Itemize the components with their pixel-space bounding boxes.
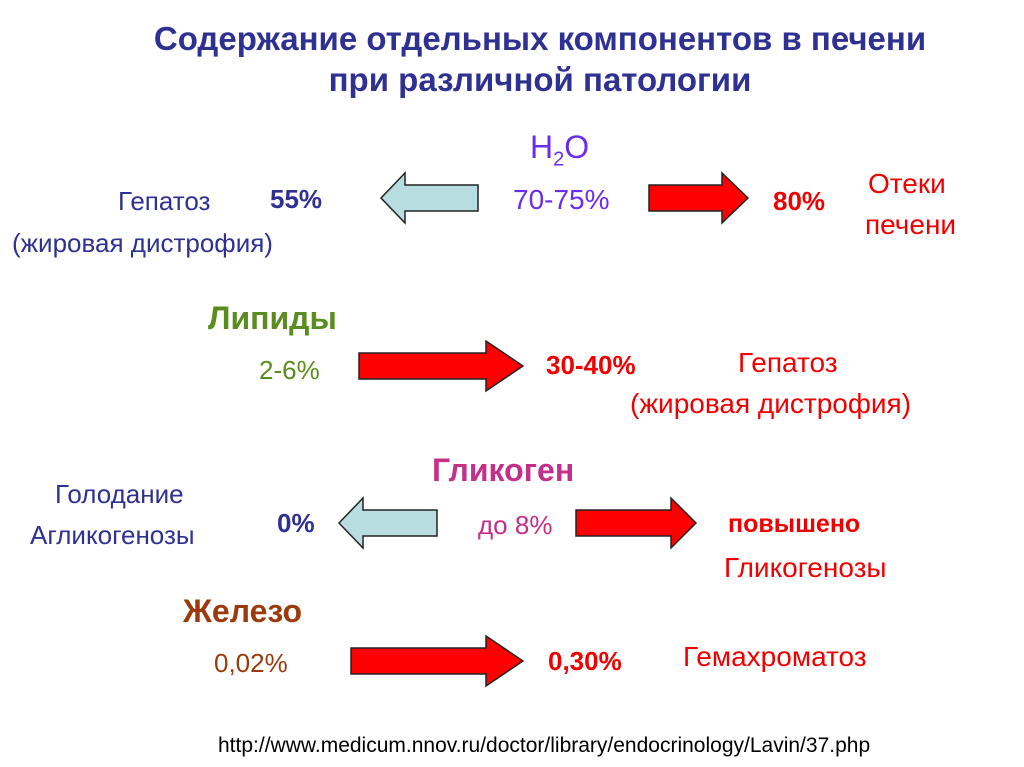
glycogen-low-label-1: Голодание (55, 479, 184, 509)
water-low-value: 55% (270, 184, 323, 214)
water-low-label-1: Гепатоз (118, 186, 211, 216)
glycogen-high-value: повышено (728, 510, 861, 538)
glycogen-normal: до 8% (478, 510, 553, 540)
iron-heading: Железо (183, 593, 303, 629)
glycogen-low-value: 0% (277, 508, 315, 538)
iron-high-value: 0,30% (548, 646, 622, 676)
decrease-arrow-icon (337, 496, 438, 550)
lipids-high-value: 30-40% (546, 350, 636, 380)
lipids-high-label-2: (жировая дистрофия) (630, 388, 912, 419)
water-heading: H2O (530, 129, 590, 171)
increase-arrow-icon (350, 634, 525, 688)
water-low-label-2: (жировая дистрофия) (12, 228, 273, 258)
decrease-arrow-icon (379, 171, 479, 225)
iron-high-label: Гемахроматоз (683, 641, 867, 672)
glycogen-heading: Гликоген (432, 452, 575, 488)
increase-arrow-icon (648, 171, 750, 225)
title-line-1: Содержание отдельных компонентов в печен… (153, 20, 927, 57)
increase-arrow-icon (575, 496, 698, 550)
increase-arrow-icon (358, 339, 525, 393)
lipids-normal: 2-6% (259, 355, 320, 385)
source-link[interactable]: http://www.medicum.nnov.ru/doctor/librar… (218, 734, 871, 757)
glycogen-low-label-2: Агликогенозы (30, 520, 195, 550)
iron-normal: 0,02% (214, 648, 288, 678)
title-line-2: при различной патологии (328, 61, 752, 98)
lipids-heading: Липиды (208, 300, 337, 336)
water-high-value: 80% (773, 186, 826, 216)
lipids-high-label-1: Гепатоз (738, 347, 838, 378)
glycogen-high-label: Гликогенозы (724, 552, 887, 583)
water-high-label-2: печени (865, 209, 957, 240)
water-normal: 70-75% (513, 184, 610, 215)
water-high-label-1: Отеки (868, 168, 946, 199)
